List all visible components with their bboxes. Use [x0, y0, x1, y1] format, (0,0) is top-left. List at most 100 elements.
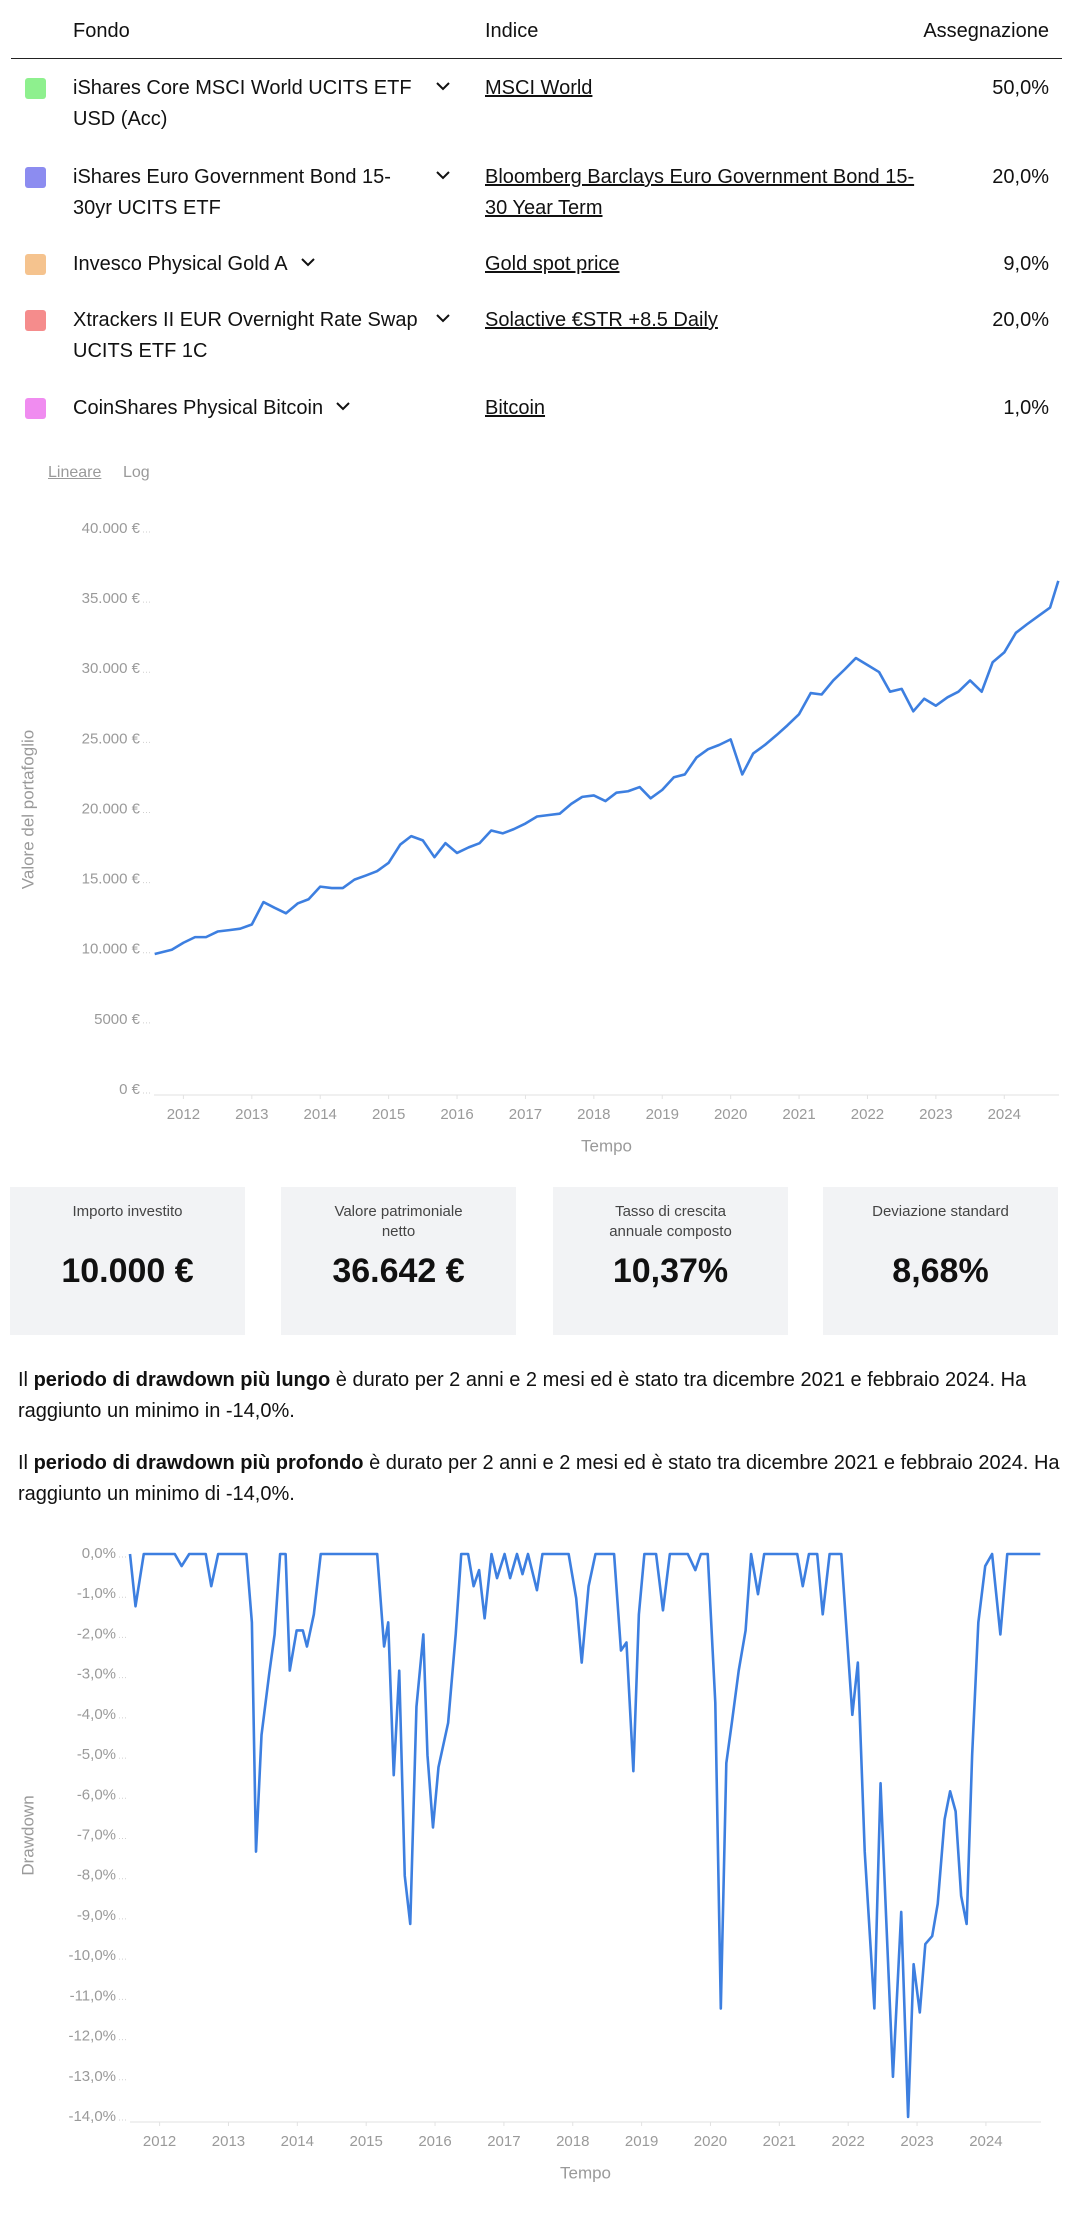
y-tick-label: 10.000 € — [82, 941, 141, 958]
index-link[interactable]: Bitcoin — [485, 397, 546, 419]
y-tick-label: -11,0% — [70, 1987, 116, 2004]
y-tick-label: -9,0% — [77, 1907, 116, 1924]
fund-cell[interactable]: Invesco Physical Gold A — [73, 249, 316, 280]
color-swatch — [25, 398, 46, 419]
fund-cell[interactable]: iShares Euro Government Bond 15-30yr UCI… — [73, 162, 451, 224]
x-tick-label: 2024 — [988, 1106, 1021, 1123]
stat-card: Valore patrimoniale netto 36.642 € — [281, 1187, 516, 1335]
y-tick-label: 0,0% — [82, 1545, 116, 1562]
index-link[interactable]: Bloomberg Barclays Euro Government Bond … — [485, 166, 915, 219]
header-index: Indice — [485, 20, 539, 42]
x-tick-label: 2023 — [919, 1106, 952, 1123]
fund-name: Invesco Physical Gold A — [73, 253, 288, 275]
x-tick-label: 2015 — [349, 2133, 382, 2150]
x-tick-label: 2016 — [418, 2133, 451, 2150]
x-tick-label: 2019 — [646, 1106, 679, 1123]
stat-label: Deviazione standard — [872, 1203, 1009, 1220]
stat-value: 8,68% — [892, 1252, 989, 1290]
chevron-path — [300, 258, 315, 267]
x-tick-label: 2015 — [372, 1106, 405, 1123]
x-tick-label: 2021 — [782, 1106, 815, 1123]
text: Il — [18, 1452, 34, 1474]
color-swatch — [25, 310, 46, 331]
paragraph: Il periodo di drawdown più profondo è du… — [18, 1448, 1064, 1510]
x-tick-label: 2013 — [235, 1106, 268, 1123]
allocation: 1,0% — [1003, 397, 1049, 419]
x-tick-label: 2016 — [440, 1106, 473, 1123]
allocation: 20,0% — [992, 309, 1049, 331]
x-axis-label: Tempo — [560, 2163, 611, 2182]
chevron — [436, 314, 450, 323]
color-swatch — [25, 254, 46, 275]
y-tick-label: -14,0% — [68, 2108, 116, 2125]
y-tick-label: -2,0% — [77, 1625, 116, 1642]
y-tick-label: 30.000 € — [82, 660, 141, 677]
x-tick-label: 2020 — [694, 2133, 727, 2150]
x-tick-label: 2018 — [577, 1106, 610, 1123]
fund-name: CoinShares Physical Bitcoin — [73, 397, 324, 419]
x-tick-label: 2014 — [304, 1106, 337, 1123]
chevron-path — [436, 314, 450, 323]
chevron — [336, 402, 350, 411]
stat-card: Importo investito 10.000 € — [10, 1187, 245, 1335]
y-tick-label: -5,0% — [77, 1746, 116, 1763]
index-link[interactable]: MSCI World — [485, 77, 593, 99]
x-tick-label: 2013 — [212, 2133, 245, 2150]
y-tick-label: 25.000 € — [82, 730, 141, 747]
y-tick-label: 20.000 € — [82, 800, 141, 817]
color-swatch — [25, 167, 46, 188]
fund-cell[interactable]: Xtrackers II EUR Overnight Rate Swap UCI… — [73, 305, 451, 367]
scale-linear[interactable]: Lineare — [48, 464, 102, 481]
text: è durato per 2 anni e 2 mesi ed è stato … — [18, 1452, 1060, 1505]
scale-log[interactable]: Log — [123, 464, 150, 481]
x-tick-label: 2017 — [509, 1106, 542, 1123]
stat-card: Tasso di crescita annuale composto 10,37% — [553, 1187, 788, 1335]
x-tick-label: 2014 — [281, 2133, 314, 2150]
x-axis-label: Tempo — [581, 1136, 632, 1155]
x-tick-label: 2018 — [556, 2133, 589, 2150]
y-tick-label: 35.000 € — [82, 590, 141, 607]
fund-name: iShares Euro Government Bond 15-30yr UCI… — [73, 166, 391, 219]
x-tick-label: 2022 — [832, 2133, 865, 2150]
x-tick-label: 2023 — [900, 2133, 933, 2150]
y-tick-label: 5000 € — [94, 1011, 141, 1028]
y-axis-label: Drawdown — [18, 1795, 37, 1875]
y-tick-label: -6,0% — [77, 1786, 116, 1803]
y-tick-label: -1,0% — [77, 1585, 116, 1602]
stat-label: Valore patrimoniale netto — [334, 1203, 463, 1240]
allocation: 9,0% — [1003, 253, 1049, 275]
color-swatch — [25, 78, 46, 99]
x-tick-label: 2024 — [969, 2133, 1002, 2150]
index-link[interactable]: Gold spot price — [485, 253, 620, 275]
chevron — [300, 258, 315, 267]
chevron-path — [436, 171, 450, 180]
chevron-path — [436, 82, 450, 91]
fund-cell[interactable]: CoinShares Physical Bitcoin — [73, 393, 351, 424]
x-tick-label: 2020 — [714, 1106, 747, 1123]
x-tick-label: 2019 — [625, 2133, 658, 2150]
chevron — [436, 171, 450, 180]
header-allocation: Assegnazione — [923, 20, 1049, 42]
bold-text: periodo di drawdown più lungo — [33, 1369, 331, 1391]
y-tick-label: 40.000 € — [82, 520, 141, 537]
y-tick-label: 0 € — [119, 1081, 141, 1098]
text: Il — [18, 1369, 34, 1391]
y-tick-label: 15.000 € — [82, 871, 141, 888]
allocation: 20,0% — [992, 166, 1049, 188]
x-tick-label: 2012 — [143, 2133, 176, 2150]
header-fund: Fondo — [73, 20, 130, 42]
fund-cell[interactable]: iShares Core MSCI World UCITS ETF USD (A… — [73, 73, 451, 135]
y-tick-label: -7,0% — [77, 1826, 116, 1843]
y-axis-label: Valore del portafoglio — [18, 730, 37, 889]
data-line — [128, 1552, 1041, 2119]
y-tick-label: -8,0% — [77, 1867, 116, 1884]
stat-card: Deviazione standard 8,68% — [823, 1187, 1058, 1335]
index-link[interactable]: Solactive €STR +8.5 Daily — [485, 309, 718, 331]
x-tick-label: 2021 — [763, 2133, 796, 2150]
data-line — [154, 580, 1060, 956]
y-tick-label: -4,0% — [77, 1706, 116, 1723]
chevron-path — [336, 402, 350, 411]
y-tick-label: -12,0% — [68, 2028, 116, 2045]
